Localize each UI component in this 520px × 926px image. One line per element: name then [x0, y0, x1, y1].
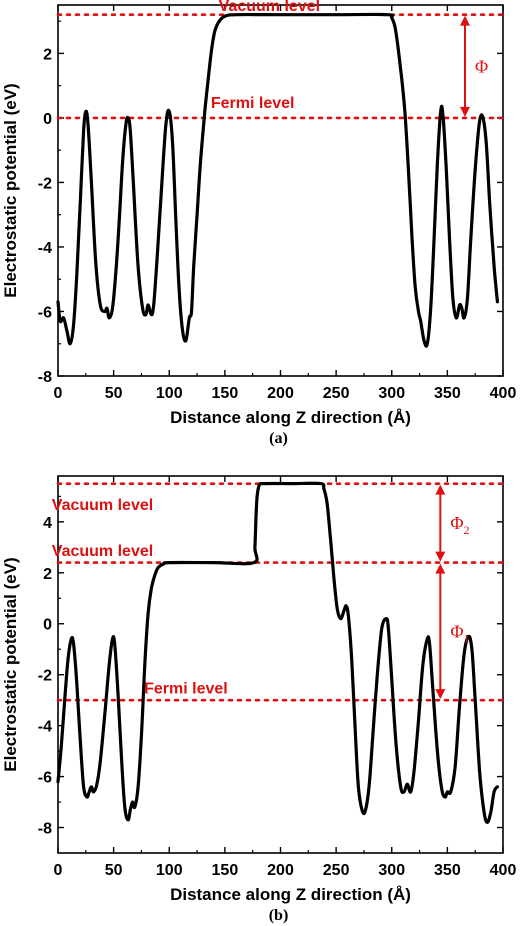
x-tick-label: 250 — [323, 862, 350, 879]
panel-b: 0 50 100 150 200 250 300 350 400 -8 -6 -4 -2 0 2 4 Dista… — [1, 475, 517, 924]
panel-label: (a) — [269, 430, 288, 447]
arrow-head-down — [435, 689, 446, 700]
x-tick-label: 0 — [54, 385, 63, 402]
y-tick-label: -2 — [38, 668, 52, 685]
reference-line-label: Fermi level — [211, 95, 295, 112]
work-function-label: Φ — [475, 56, 488, 76]
y-tick-label: 0 — [43, 617, 52, 634]
y-tick-label: 2 — [43, 566, 52, 583]
x-tick-label: 400 — [490, 862, 517, 879]
x-tick-label: 300 — [378, 385, 405, 402]
y-tick-label: -8 — [38, 369, 52, 386]
x-tick-label: 200 — [267, 862, 294, 879]
y-tick-label: -2 — [38, 175, 52, 192]
y-tick-label: -4 — [38, 240, 52, 257]
y-axis-title: Electrostatic potential (eV) — [1, 557, 20, 771]
arrow-head-down — [460, 106, 470, 117]
arrow-head-up — [460, 15, 470, 26]
reference-line-label: Fermi level — [144, 680, 228, 697]
reference-line-label: Vacuum level — [219, 0, 320, 15]
potential-curve — [56, 481, 499, 824]
y-tick-label: 0 — [43, 111, 52, 128]
x-tick-label: 100 — [156, 862, 183, 879]
panel-a: 0 50 100 150 200 250 300 350 400 -8 -6 -4 -2 0 2 Distan… — [1, 0, 516, 447]
y-tick-label: -4 — [38, 719, 52, 736]
x-tick-label: 150 — [212, 862, 239, 879]
x-axis-title: Distance along Z direction (Å) — [170, 408, 411, 427]
work-function-subscript: 1 — [463, 631, 469, 645]
y-tick-label: 2 — [43, 46, 52, 63]
x-tick-label: 50 — [105, 385, 123, 402]
work-function-label: Φ1 — [450, 621, 469, 645]
x-tick-label: 200 — [267, 385, 294, 402]
x-tick-label: 400 — [490, 385, 517, 402]
potential-curve — [56, 12, 499, 348]
x-tick-label: 150 — [212, 385, 239, 402]
y-tick-label: -8 — [38, 821, 52, 838]
arrow-head-up — [435, 484, 446, 495]
reference-line-label: Vacuum level — [52, 497, 153, 514]
x-tick-label: 350 — [434, 385, 461, 402]
reference-line-label: Vacuum level — [52, 543, 153, 560]
panel-label: (b) — [269, 907, 289, 924]
x-tick-label: 50 — [105, 862, 123, 879]
x-tick-label: 0 — [54, 862, 63, 879]
work-function-label: Φ2 — [450, 513, 469, 537]
x-tick-label: 350 — [434, 862, 461, 879]
x-tick-label: 100 — [156, 385, 183, 402]
y-tick-label: -6 — [38, 304, 52, 321]
x-tick-label: 300 — [378, 862, 405, 879]
work-function-subscript: 2 — [463, 523, 469, 537]
x-tick-label: 250 — [323, 385, 350, 402]
y-axis-title: Electrostatic potential (eV) — [1, 83, 20, 297]
y-tick-label: -6 — [38, 770, 52, 787]
x-axis-title: Distance along Z direction (Å) — [170, 885, 411, 904]
arrow-head-down — [435, 551, 446, 562]
arrow-head-up — [435, 563, 446, 574]
y-tick-label: 4 — [43, 515, 52, 532]
